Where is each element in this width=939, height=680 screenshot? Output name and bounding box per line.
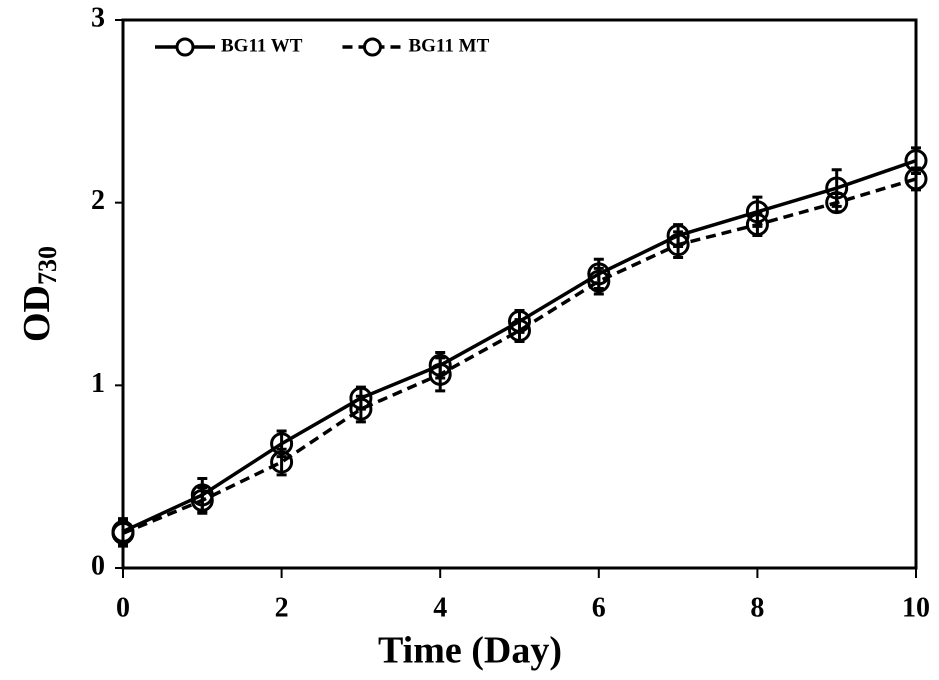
- chart: Time (Day) OD730 0 1 2 3 0 2 4 6 8 10 BG11 WT BG11 …: [0, 0, 939, 680]
- x-tick-label: 8: [750, 592, 764, 623]
- legend-label: BG11 WT: [221, 35, 303, 56]
- legend-label: BG11 MT: [408, 35, 489, 56]
- y-tick-label: 1: [91, 368, 105, 399]
- x-tick-label: 10: [902, 592, 930, 623]
- y-tick-label: 0: [91, 550, 105, 581]
- legend-marker: [364, 39, 380, 55]
- y-tick-label: 2: [91, 185, 105, 216]
- x-tick-label: 0: [116, 592, 130, 623]
- y-axis-label-main: OD: [16, 285, 58, 342]
- series-line: [123, 161, 916, 532]
- x-axis-label: Time (Day): [378, 630, 562, 672]
- legend-marker: [177, 39, 193, 55]
- x-tick-label: 6: [592, 592, 606, 623]
- y-axis-label: OD730: [16, 246, 62, 342]
- y-tick-label: 3: [91, 2, 105, 33]
- plot-frame: [123, 20, 916, 568]
- y-axis-label-subscript: 730: [33, 246, 62, 285]
- series-line: [123, 179, 916, 533]
- x-tick-label: 2: [275, 592, 289, 623]
- x-tick-label: 4: [433, 592, 447, 623]
